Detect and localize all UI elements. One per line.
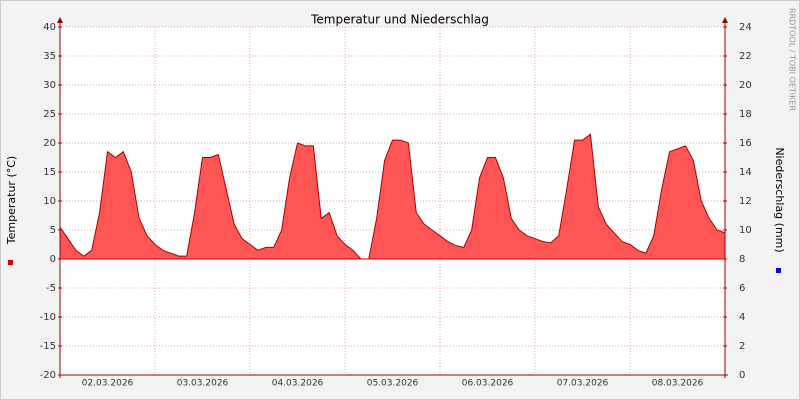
y-axis-title: Temperatur (°C) [5,156,18,245]
x-tick-label: 06.03.2026 [462,379,514,389]
y-tick-label: -15 [40,341,56,352]
y2-tick-label: 16 [739,138,752,149]
axis-arrow [722,17,728,23]
legend-swatch [8,260,13,265]
y2-tick-label: 10 [739,225,752,236]
x-tick-label: 04.03.2026 [272,379,324,389]
axis-arrow [57,17,63,23]
y2-tick-label: 4 [739,312,745,323]
y2-tick-label: 24 [739,22,752,33]
y2-tick-label: 12 [739,196,752,207]
y-tick-label: 35 [43,51,56,62]
y2-tick-label: 8 [739,254,745,265]
y2-tick-label: 2 [739,341,745,352]
temperature-line [59,133,726,260]
y-tick-label: 15 [43,167,56,178]
y2-tick-label: 6 [739,283,745,294]
y-tick-label: 40 [43,22,56,33]
y-tick-label: 10 [43,196,56,207]
y2-tick-label: 20 [739,80,752,91]
y-tick-label: -20 [40,370,56,381]
y2-tick-label: 14 [739,167,752,178]
y-tick-label: -5 [46,283,56,294]
x-tick-label: 07.03.2026 [557,379,609,389]
x-tick-label: 02.03.2026 [82,379,134,389]
temperature-area [60,134,725,259]
x-tick-label: 08.03.2026 [652,379,704,389]
legend-swatch-y2 [776,268,781,273]
chart-title: Temperatur und Niederschlag [310,13,489,27]
y-tick-label: 0 [50,254,56,265]
y-tick-label: -10 [40,312,56,323]
y2-tick-label: 0 [739,370,745,381]
watermark: RRDTOOL / TOBI OETIKER [788,8,797,111]
y-tick-label: 5 [50,225,56,236]
y-tick-label: 30 [43,80,56,91]
y2-tick-label: 22 [739,51,752,62]
y2-tick-label: 18 [739,109,752,120]
x-tick-label: 03.03.2026 [177,379,229,389]
y-tick-label: 20 [43,138,56,149]
y2-axis-title: Niederschlag (mm) [773,147,786,252]
x-tick-label: 05.03.2026 [367,379,419,389]
y-tick-label: 25 [43,109,56,120]
